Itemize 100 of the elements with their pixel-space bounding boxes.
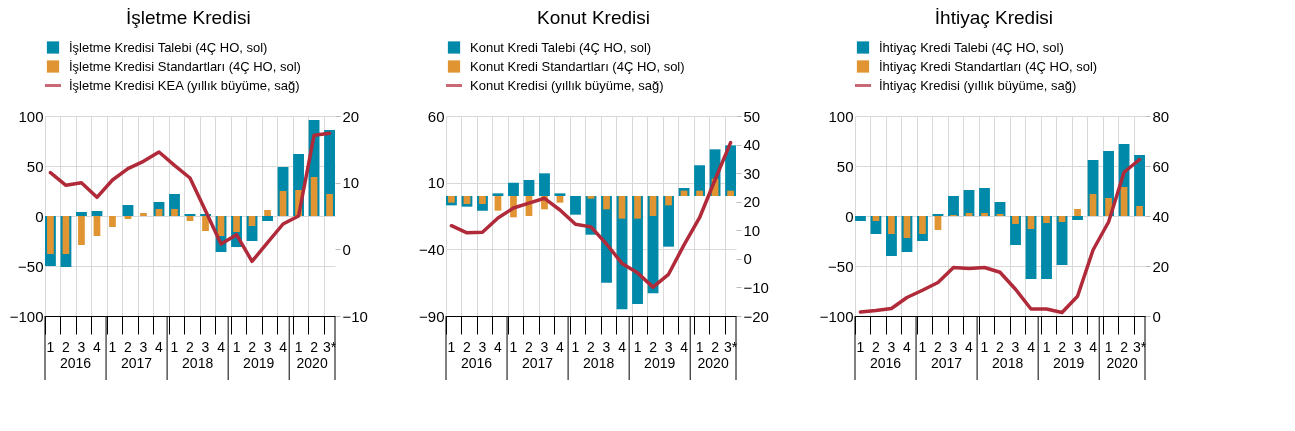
bar bbox=[1136, 206, 1143, 216]
bar bbox=[492, 193, 504, 196]
text: 2016 bbox=[59, 355, 92, 371]
x-tick-label: 3 bbox=[602, 338, 611, 355]
bar bbox=[855, 216, 866, 221]
x-tick-label: 4 bbox=[1089, 338, 1098, 355]
text: 2017 bbox=[522, 355, 554, 371]
bar bbox=[587, 196, 595, 199]
y-tick-label: −90 bbox=[419, 307, 445, 325]
x-tick-label: 1 bbox=[170, 338, 179, 355]
y2-tick-label: 0 bbox=[342, 240, 351, 258]
bar bbox=[1027, 216, 1035, 229]
y-tick-label: 0 bbox=[845, 207, 854, 225]
bar bbox=[202, 216, 209, 231]
bar bbox=[888, 216, 895, 234]
x-tick-label: 1 bbox=[980, 338, 989, 355]
x-tick-label: 3 bbox=[201, 338, 210, 355]
text: 2019 bbox=[1053, 355, 1085, 371]
x-tick-label: 4 bbox=[965, 338, 974, 355]
bar bbox=[963, 190, 975, 216]
y2-tick-label: 0 bbox=[743, 250, 752, 268]
x-tick-label: 4 bbox=[903, 338, 912, 355]
bar bbox=[965, 213, 973, 216]
bar bbox=[634, 196, 641, 219]
x-tick-label: 3 bbox=[478, 338, 487, 355]
x-tick-label: 2 bbox=[996, 338, 1005, 355]
y-tick-label: 0 bbox=[35, 207, 44, 225]
bar bbox=[570, 196, 581, 215]
y2-tick-label: 20 bbox=[342, 107, 360, 125]
bar bbox=[948, 196, 959, 216]
text: 2020 bbox=[697, 355, 729, 371]
y-tick-label: −100 bbox=[819, 307, 854, 325]
legend-label: Konut Kredi Talebi (4Ç HO, sol) bbox=[470, 39, 652, 55]
x-tick-label: 1 bbox=[447, 338, 456, 355]
y-tick-label: 50 bbox=[836, 157, 854, 175]
bar bbox=[1041, 216, 1052, 279]
bar bbox=[665, 196, 672, 206]
bar bbox=[618, 196, 626, 219]
bar bbox=[979, 188, 990, 216]
x-tick-label: 2 bbox=[124, 338, 133, 355]
bar bbox=[1074, 209, 1081, 216]
bar bbox=[479, 196, 486, 204]
x-tick-label: 1 bbox=[232, 338, 241, 355]
bar bbox=[603, 196, 610, 210]
x-tick-label: 4 bbox=[680, 338, 689, 355]
y-tick-label: −50 bbox=[828, 257, 854, 275]
y-tick-label: 100 bbox=[828, 107, 854, 125]
x-tick-label: 1 bbox=[108, 338, 117, 355]
y2-tick-label: 60 bbox=[1152, 157, 1170, 175]
x-tick-label: 2 bbox=[1120, 338, 1129, 355]
x-tick-label: 2 bbox=[186, 338, 195, 355]
x-tick-label: 1 bbox=[1042, 338, 1051, 355]
y-tick-label: 10 bbox=[427, 174, 445, 192]
legend-label: İşletme Kredisi Standartları (4Ç HO, sol) bbox=[69, 58, 301, 74]
x-tick-label: 3 bbox=[1073, 338, 1082, 355]
x-tick-label: 4 bbox=[155, 338, 164, 355]
text: 2019 bbox=[243, 355, 275, 371]
x-tick-label: 1 bbox=[856, 338, 865, 355]
x-tick-label: 4 bbox=[1027, 338, 1036, 355]
x-tick-label: 2 bbox=[587, 338, 596, 355]
bar bbox=[556, 196, 564, 203]
x-tick-label: 2 bbox=[463, 338, 472, 355]
text: 2017 bbox=[931, 355, 963, 371]
x-tick-label: 1 bbox=[918, 338, 927, 355]
legend-label: Konut Kredisi (yıllık büyüme, sağ) bbox=[470, 77, 664, 93]
text: 2018 bbox=[182, 355, 214, 371]
y-tick-label: 100 bbox=[18, 107, 44, 125]
x-tick-label: 4 bbox=[618, 338, 627, 355]
y2-tick-label: 10 bbox=[743, 221, 761, 239]
bar bbox=[140, 213, 147, 216]
bar bbox=[171, 209, 178, 216]
x-tick-label: 2 bbox=[711, 338, 720, 355]
legend-label: İşletme Kredisi KEA (yıllık büyüme, sağ) bbox=[69, 77, 300, 93]
x-tick-label: 3 bbox=[1011, 338, 1020, 355]
y2-tick-label: 50 bbox=[743, 107, 761, 125]
x-tick-label: 4 bbox=[494, 338, 503, 355]
y2-tick-label: 0 bbox=[1152, 307, 1161, 325]
y2-tick-label: 20 bbox=[743, 193, 761, 211]
bar bbox=[539, 173, 550, 196]
chart-title: İhtiyaç Kredisi bbox=[934, 7, 1054, 28]
x-tick-label: 4 bbox=[93, 338, 102, 355]
bar bbox=[1058, 216, 1066, 222]
x-tick-label: 3* bbox=[322, 338, 337, 355]
bar bbox=[919, 216, 926, 234]
bar bbox=[554, 193, 566, 196]
bar bbox=[122, 205, 134, 216]
chart-title: Konut Kredisi bbox=[536, 7, 651, 28]
y2-tick-label: 10 bbox=[342, 174, 360, 192]
bar bbox=[508, 182, 519, 196]
x-tick-label: 1 bbox=[46, 338, 55, 355]
x-tick-label: 2 bbox=[1058, 338, 1067, 355]
chart-title: İşletme Kredisi bbox=[126, 7, 251, 28]
bar bbox=[696, 190, 703, 196]
x-tick-label: 1 bbox=[294, 338, 303, 355]
bar bbox=[47, 216, 54, 254]
bar bbox=[109, 216, 116, 227]
y2-tick-label: 30 bbox=[743, 164, 761, 182]
bar bbox=[248, 216, 256, 226]
bar bbox=[76, 212, 87, 216]
x-tick-label: 2 bbox=[525, 338, 534, 355]
